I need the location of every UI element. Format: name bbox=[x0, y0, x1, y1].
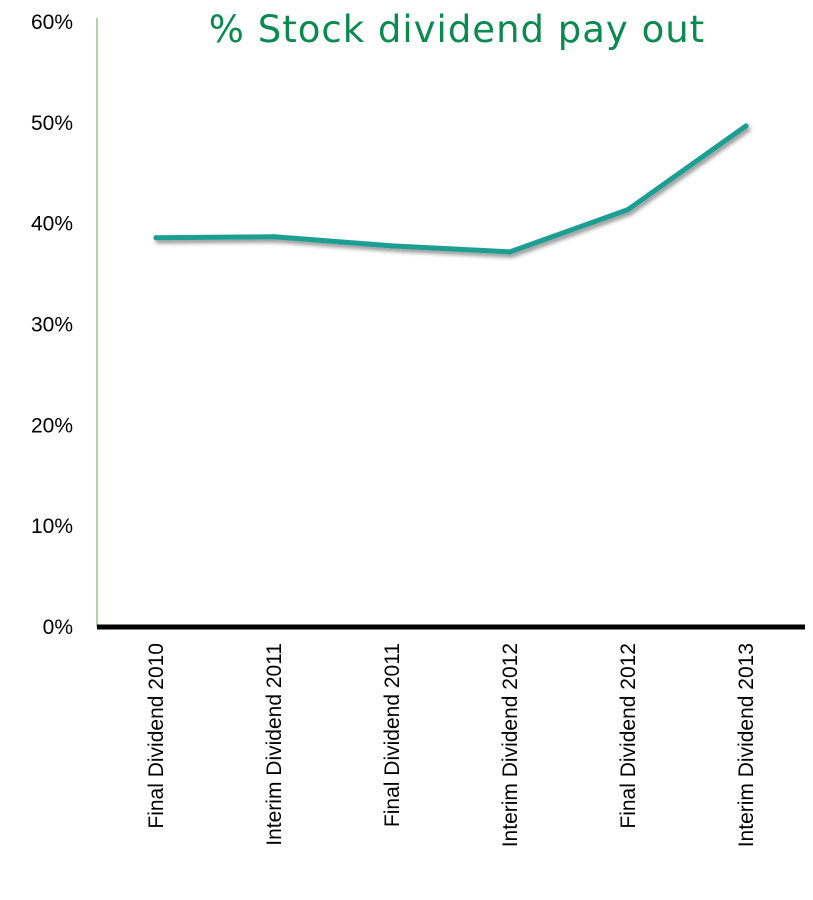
y-tick-label: 40% bbox=[31, 213, 73, 236]
data-point bbox=[389, 243, 395, 249]
y-tick-label: 20% bbox=[31, 414, 73, 437]
data-point bbox=[625, 207, 631, 213]
x-tick-label: Interim Dividend 2011 bbox=[263, 643, 286, 846]
x-tick-label: Final Dividend 2011 bbox=[381, 643, 404, 827]
y-tick-label: 10% bbox=[31, 515, 73, 538]
series-group bbox=[153, 123, 749, 255]
y-tick-label: 0% bbox=[43, 616, 73, 639]
y-tick-label: 50% bbox=[31, 112, 73, 135]
x-tick-label: Final Dividend 2010 bbox=[145, 643, 168, 829]
x-axis: Final Dividend 2010 Interim Dividend 2011… bbox=[97, 624, 805, 847]
data-point bbox=[743, 123, 749, 129]
series-line bbox=[153, 123, 749, 255]
y-tick-label: 30% bbox=[31, 314, 73, 337]
data-point bbox=[271, 234, 277, 240]
data-point bbox=[507, 249, 513, 255]
x-tick-label: Interim Dividend 2012 bbox=[499, 643, 522, 847]
x-tick-label: Final Dividend 2012 bbox=[617, 643, 640, 829]
y-tick-label: 60% bbox=[31, 11, 73, 34]
x-tick-label: Interim Dividend 2013 bbox=[735, 643, 758, 847]
data-point bbox=[153, 235, 159, 241]
y-axis: 0% 10% 20% 30% 40% 50% 60% bbox=[31, 11, 98, 639]
chart-title: % Stock dividend pay out bbox=[209, 8, 705, 51]
